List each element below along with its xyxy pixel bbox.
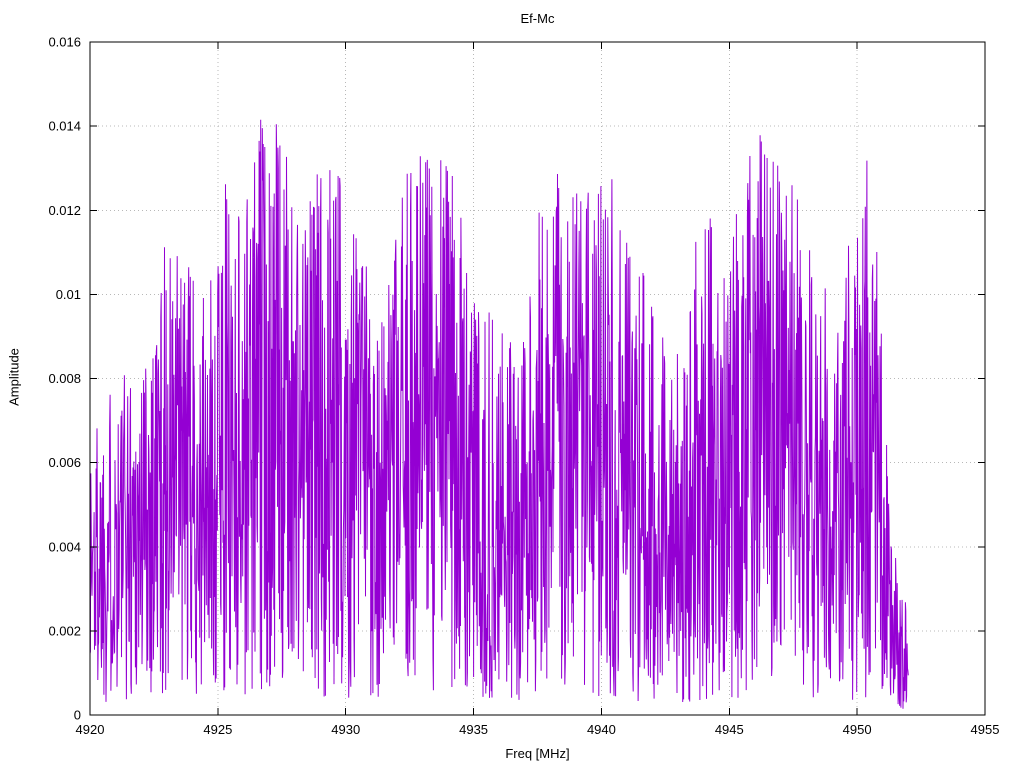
x-tick-label: 4930	[331, 722, 360, 737]
y-tick-label: 0.002	[48, 623, 81, 638]
y-tick-label: 0.006	[48, 455, 81, 470]
x-tick-label: 4950	[843, 722, 872, 737]
x-tick-label: 4940	[587, 722, 616, 737]
y-tick-label: 0.004	[48, 539, 81, 554]
x-tick-label: 4925	[203, 722, 232, 737]
chart-title: Ef-Mc	[520, 11, 555, 26]
y-tick-label: 0	[74, 708, 81, 723]
x-axis-label: Freq [MHz]	[505, 746, 570, 761]
x-tick-label: 4955	[971, 722, 1000, 737]
y-tick-label: 0.016	[48, 35, 81, 50]
x-tick-label: 4945	[715, 722, 744, 737]
y-tick-label: 0.01	[56, 287, 81, 302]
y-axis-label: Amplitude	[6, 348, 22, 406]
y-tick-label: 0.014	[48, 119, 81, 134]
y-tick-label: 0.012	[48, 203, 81, 218]
y-tick-label: 0.008	[48, 371, 81, 386]
x-tick-label: 4920	[76, 722, 105, 737]
x-tick-label: 4935	[459, 722, 488, 737]
series-path-ef-mc	[89, 119, 909, 709]
